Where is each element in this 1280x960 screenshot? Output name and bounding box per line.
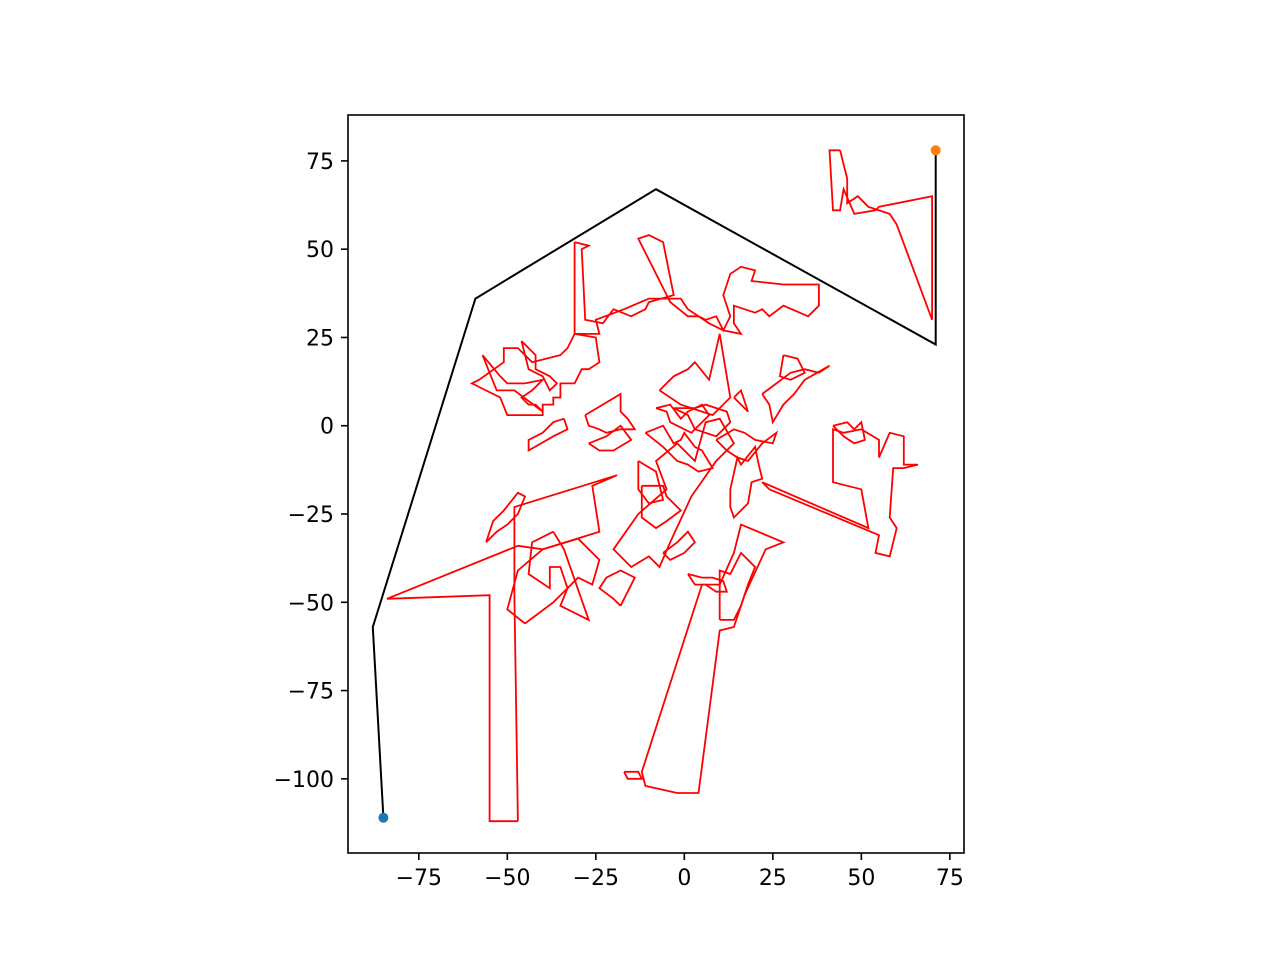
x-tick-label: 50 xyxy=(847,866,875,891)
obstacle-polygon xyxy=(506,537,601,625)
x-tick-label: 25 xyxy=(759,866,787,891)
x-tick-label: −75 xyxy=(396,866,442,891)
obstacle-polygon xyxy=(612,417,736,569)
obstacle-polygon xyxy=(718,551,757,621)
y-tick-label: 75 xyxy=(306,150,334,175)
x-tick-label: −50 xyxy=(484,866,530,891)
x-tick-label: −25 xyxy=(573,866,619,891)
path-series xyxy=(371,150,937,818)
x-axis-ticks: −75 −50 −25 0 25 50 75 xyxy=(396,853,964,891)
x-tick-label: 75 xyxy=(936,866,964,891)
path-line xyxy=(371,150,937,818)
obstacle-polygon xyxy=(623,770,644,780)
y-tick-label: −50 xyxy=(288,591,334,616)
obstacle-polygon xyxy=(662,530,697,561)
obstacle-polygon xyxy=(637,460,665,505)
y-tick-label: 50 xyxy=(306,238,334,263)
goal-point xyxy=(930,145,941,156)
y-axis-ticks: −100 −75 −50 −25 0 25 50 75 xyxy=(274,150,348,793)
obstacle-polygon xyxy=(527,530,591,622)
obstacle-polygon xyxy=(527,417,569,453)
obstacle-polygon xyxy=(687,573,729,593)
obstacle-polygon xyxy=(644,424,714,473)
obstacle-polygon xyxy=(640,484,683,530)
obstacle-polygon xyxy=(598,569,637,607)
obstacle-polygon xyxy=(673,403,732,438)
obstacle-polygon xyxy=(828,149,933,321)
plot-frame xyxy=(347,114,965,854)
y-tick-label: 25 xyxy=(306,326,334,351)
obstacle-polygon xyxy=(640,523,786,794)
y-tick-label: −75 xyxy=(288,680,334,705)
obstacle-polygon xyxy=(655,403,711,434)
obstacle-polygon xyxy=(761,428,919,558)
obstacle-polygon xyxy=(729,444,764,520)
obstacle-polygon xyxy=(761,364,831,425)
obstacle-polygons xyxy=(386,149,933,823)
obstacle-polygon xyxy=(520,340,559,392)
obstacle-polygon xyxy=(778,354,806,381)
obstacle-polygon xyxy=(588,424,633,452)
obstacle-polygon xyxy=(481,354,546,413)
obstacle-polygon xyxy=(832,420,866,445)
obstacle-polygon xyxy=(584,392,637,434)
start-point xyxy=(378,812,389,823)
obstacle-polygon xyxy=(485,491,527,543)
y-tick-label: −100 xyxy=(274,768,334,793)
obstacle-polygon xyxy=(658,333,732,417)
endpoint-markers xyxy=(378,145,941,823)
y-tick-label: −25 xyxy=(288,503,334,528)
obstacle-polygon xyxy=(733,388,749,413)
y-tick-label: 0 xyxy=(320,415,334,440)
obstacle-polygon xyxy=(715,428,779,463)
obstacle-polygon xyxy=(469,234,820,417)
x-tick-label: 0 xyxy=(677,866,691,891)
